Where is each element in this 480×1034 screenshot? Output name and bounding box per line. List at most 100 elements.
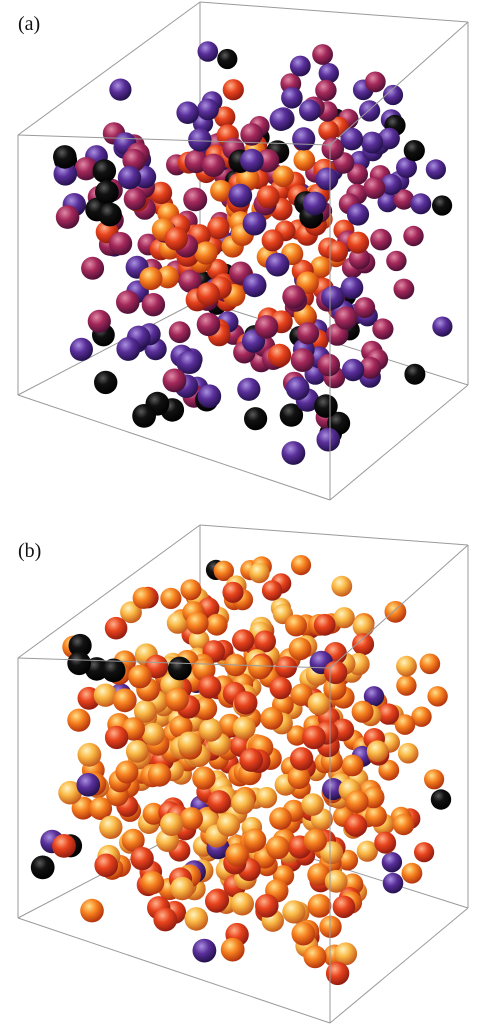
sphere xyxy=(67,709,90,732)
sphere xyxy=(341,128,364,151)
sphere xyxy=(239,748,263,772)
sphere xyxy=(115,761,138,784)
sphere xyxy=(206,614,228,636)
sphere xyxy=(314,614,336,636)
sphere xyxy=(268,344,291,367)
sphere xyxy=(292,922,316,946)
sphere xyxy=(318,354,341,377)
sphere xyxy=(393,814,414,835)
sphere xyxy=(130,847,153,870)
sphere xyxy=(180,807,203,830)
sphere xyxy=(141,871,164,894)
sphere xyxy=(396,656,417,677)
sphere xyxy=(361,132,383,154)
sphere xyxy=(244,407,267,430)
sphere xyxy=(256,787,277,808)
sphere xyxy=(414,842,434,862)
sphere xyxy=(170,877,194,901)
sphere xyxy=(93,159,117,183)
sphere xyxy=(102,659,126,683)
sphere xyxy=(31,856,55,880)
sphere xyxy=(95,180,119,204)
sphere xyxy=(396,675,416,695)
sphere xyxy=(142,293,165,316)
cube-edge xyxy=(18,135,330,145)
sphere xyxy=(118,166,141,189)
sphere xyxy=(180,579,201,600)
figure: (a) (b) xyxy=(0,0,480,1034)
sphere xyxy=(225,843,249,867)
sphere xyxy=(347,232,369,254)
sphere xyxy=(365,805,387,827)
sphere xyxy=(199,718,222,741)
cube-edge xyxy=(200,525,468,545)
sphere xyxy=(163,369,187,393)
sphere xyxy=(270,108,293,131)
sphere xyxy=(304,945,327,968)
sphere xyxy=(109,79,131,101)
sphere xyxy=(321,286,344,309)
sphere xyxy=(109,232,132,255)
sphere xyxy=(297,322,319,344)
sphere xyxy=(185,907,209,931)
sphere xyxy=(431,789,451,809)
sphere xyxy=(208,790,231,813)
sphere xyxy=(404,140,425,161)
sphere xyxy=(148,763,172,787)
sphere xyxy=(52,834,76,858)
sphere xyxy=(292,127,315,150)
sphere xyxy=(282,441,306,465)
sphere xyxy=(232,629,254,651)
sphere xyxy=(286,377,310,401)
sphere xyxy=(168,657,192,681)
sphere xyxy=(410,193,431,214)
sphere xyxy=(266,253,290,277)
sphere xyxy=(153,908,177,932)
sphere xyxy=(198,675,221,698)
sphere xyxy=(249,563,270,584)
sphere xyxy=(77,773,101,797)
cube-edge xyxy=(330,385,468,500)
sphere xyxy=(217,813,240,836)
sphere xyxy=(269,807,292,830)
sphere xyxy=(221,938,245,962)
sphere xyxy=(266,836,290,860)
sphere xyxy=(254,630,276,652)
sphere xyxy=(70,338,93,361)
sphere xyxy=(308,894,332,918)
sphere xyxy=(160,588,181,609)
sphere xyxy=(424,769,444,789)
sphere xyxy=(385,601,407,623)
sphere xyxy=(372,318,393,339)
sphere xyxy=(352,701,374,723)
sphere xyxy=(105,726,128,749)
sphere xyxy=(198,384,222,408)
sphere xyxy=(176,101,199,124)
cube-edge xyxy=(18,918,330,1023)
sphere xyxy=(291,555,311,575)
sphere xyxy=(223,79,244,100)
panel xyxy=(18,2,468,500)
sphere xyxy=(294,149,316,171)
sphere xyxy=(354,297,375,318)
sphere xyxy=(255,315,279,339)
sphere xyxy=(345,814,368,837)
sphere xyxy=(116,337,140,361)
sphere xyxy=(94,854,118,878)
sphere xyxy=(370,229,392,251)
sphere xyxy=(270,677,292,699)
sphere xyxy=(126,740,149,763)
sphere xyxy=(105,617,128,640)
sphere xyxy=(282,900,305,923)
sphere xyxy=(132,404,156,428)
sphere xyxy=(67,652,91,676)
cube-edge xyxy=(18,2,200,135)
sphere xyxy=(243,829,266,852)
sphere xyxy=(98,203,122,227)
sphere xyxy=(240,149,264,173)
sphere xyxy=(196,282,220,306)
sphere xyxy=(139,267,162,290)
sphere xyxy=(222,582,243,603)
sphere xyxy=(56,205,80,229)
sphere xyxy=(334,307,357,330)
